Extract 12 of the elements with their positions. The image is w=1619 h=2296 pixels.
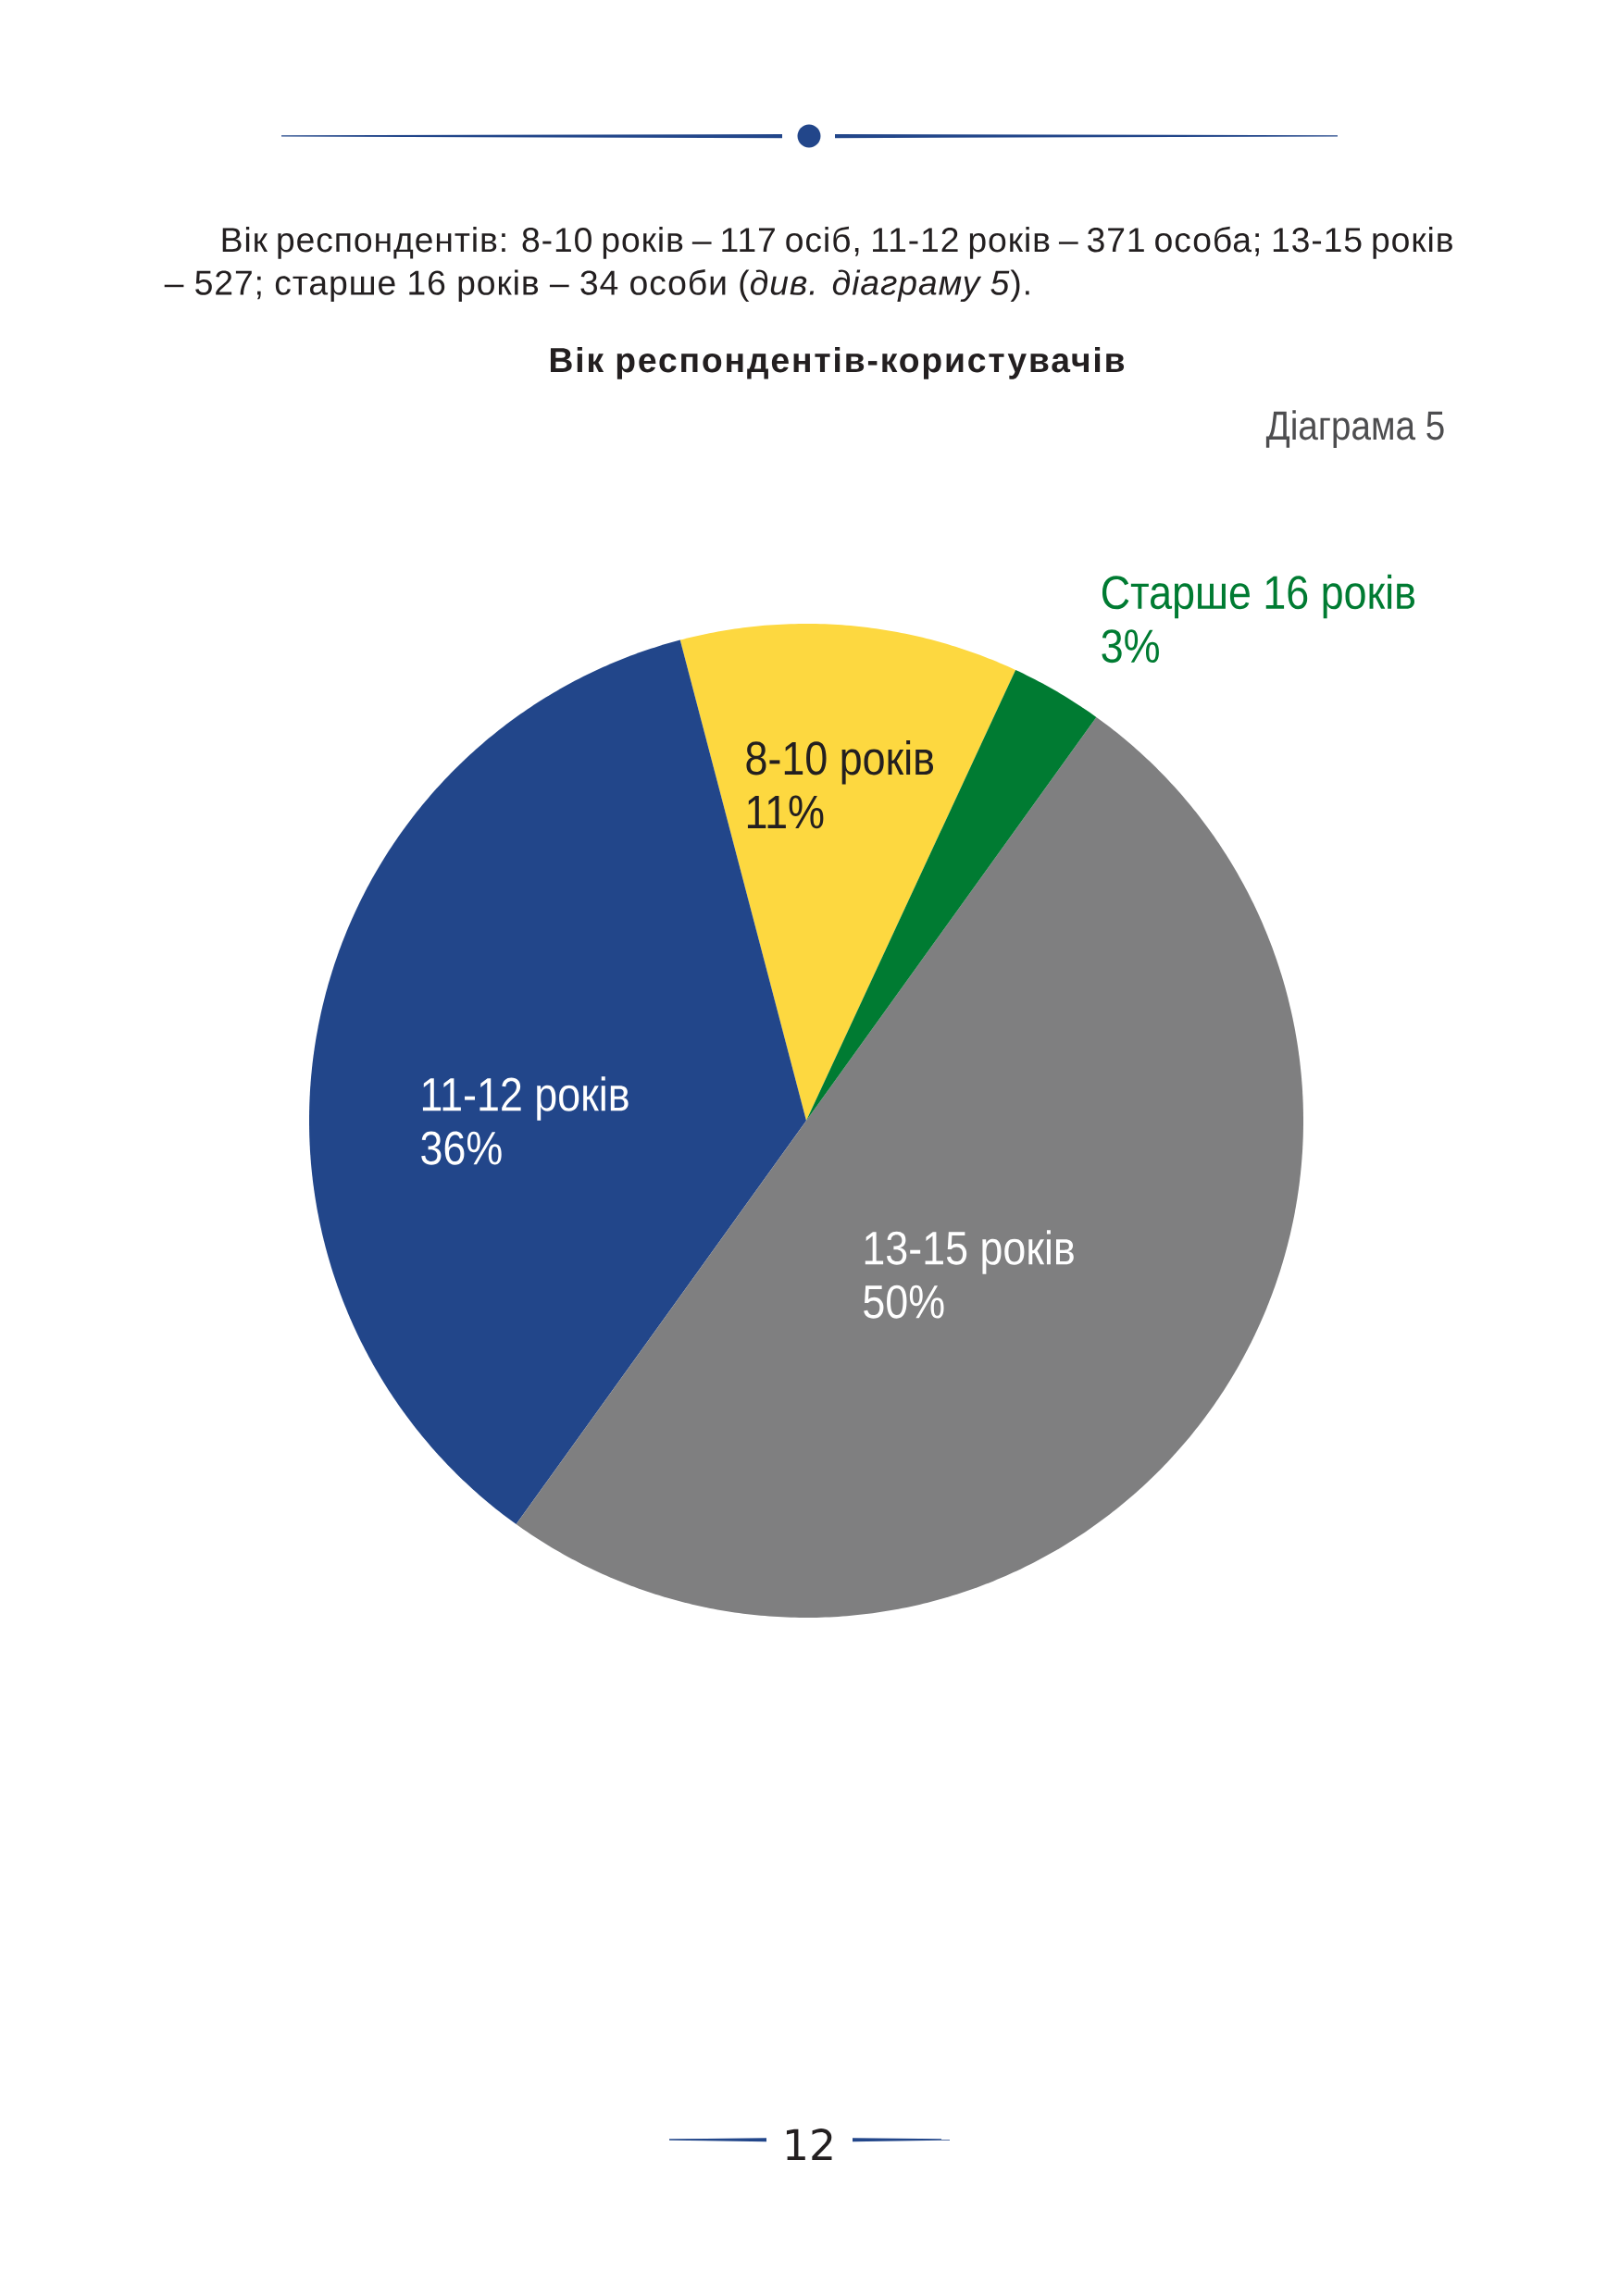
data-label: 36%	[421, 1131, 502, 1165]
data-label: 11%	[747, 795, 824, 829]
data-label: 50%	[864, 1285, 944, 1319]
slice-label: 8-10 років	[746, 740, 934, 785]
slice-label: 13-15 років	[865, 1230, 1074, 1274]
chart-title: Вік респондентів-користувачів	[550, 346, 1125, 379]
data-label: 3%	[1102, 629, 1159, 664]
slice-label: 11-12 років	[422, 1076, 629, 1121]
text: 12	[786, 2128, 832, 2160]
text: Діаграма 5	[1265, 410, 1444, 449]
text: Вік респондентів: 8-10 років – 117 осіб, 11-12 років – 371 особа; 13-15 років – 527; старше 16 років – 34 особи (див. діаграму 5).	[164, 226, 1452, 303]
slice-label: Старше 16 років	[1102, 574, 1414, 619]
